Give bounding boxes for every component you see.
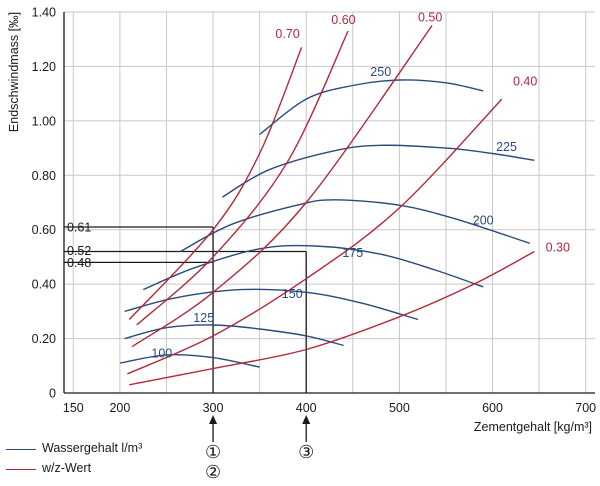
water-curve-225 xyxy=(222,144,535,198)
wc-curve-0.70 xyxy=(128,47,303,320)
x-tick-label: 150 xyxy=(63,401,84,415)
x-tick-label: 300 xyxy=(203,401,224,415)
water-curve-250 xyxy=(259,79,484,136)
grid xyxy=(64,11,595,393)
x-tick-label: 700 xyxy=(575,401,596,415)
water-curve-100 xyxy=(119,353,260,368)
axes xyxy=(63,12,595,394)
arrow-300-head xyxy=(209,415,218,424)
wc-curve-label: 0.40 xyxy=(513,74,537,88)
markers: ①② ③ xyxy=(205,415,314,482)
reference-value-label: 0.61 xyxy=(67,220,91,234)
wc-curve-0.30 xyxy=(129,250,535,386)
water-curve-125 xyxy=(124,324,344,347)
water-curve-200 xyxy=(180,199,531,253)
wc-curve-0.50 xyxy=(131,25,433,348)
x-tick-label: 500 xyxy=(389,401,410,415)
wc-curve-0.40 xyxy=(127,98,503,375)
wc-curve-label: 0.70 xyxy=(275,27,299,41)
reference-value-label: 0.48 xyxy=(67,256,91,270)
y-tick-label: 0.20 xyxy=(32,332,56,346)
y-tick-label: 0.80 xyxy=(32,169,56,183)
x-tick-label: 600 xyxy=(482,401,503,415)
water-curve-label: 125 xyxy=(193,311,214,325)
water-curve-label: 150 xyxy=(282,287,303,301)
y-tick-label: 0.60 xyxy=(32,223,56,237)
marker-label: ③ xyxy=(298,442,314,462)
y-axis-title: Endschwindmass [‰] xyxy=(7,12,21,132)
y-tick-label: 0.40 xyxy=(32,278,56,292)
reference-value-label: 0.52 xyxy=(67,244,91,258)
y-tick-label: 0 xyxy=(49,387,56,401)
x-axis-title: Zementgehalt [kg/m³] xyxy=(474,420,592,434)
y-tick-label: 1.40 xyxy=(32,6,56,20)
x-tick-label: 200 xyxy=(109,401,130,415)
water-curve-label: 175 xyxy=(342,246,363,260)
y-tick-label: 1.20 xyxy=(32,60,56,74)
marker-label: ② xyxy=(205,462,221,482)
x-tick-label: 400 xyxy=(296,401,317,415)
legend-swatch-wc xyxy=(6,469,36,470)
water-curve-label: 100 xyxy=(151,347,172,361)
wc-ratio-curves xyxy=(127,25,535,386)
tick-labels: 150 200 300 400 500 600 700 0 0.20 0.40 0.60 0.80 1.… xyxy=(32,6,597,416)
curve-labels: 100 125 150 175 200 225 250 0.70 0.60 0.50 0.40 0.3… xyxy=(151,11,570,361)
water-curve-label: 225 xyxy=(496,140,517,154)
y-tick-label: 1.00 xyxy=(32,114,56,128)
legend-label-wc: w/z-Wert xyxy=(42,461,92,475)
wc-curve-label: 0.50 xyxy=(418,11,442,25)
legend-label-water: Wassergehalt l/m³ xyxy=(42,441,143,455)
wc-curve-0.60 xyxy=(136,30,349,326)
arrow-400-head xyxy=(302,415,311,424)
wc-curve-label: 0.30 xyxy=(546,240,570,254)
wc-curve-label: 0.60 xyxy=(331,13,355,27)
water-curve-label: 200 xyxy=(473,213,494,227)
water-curve-150 xyxy=(124,288,419,321)
marker-label: ① xyxy=(205,442,221,462)
legend-swatch-water xyxy=(6,449,36,450)
water-curve-175 xyxy=(142,244,484,291)
water-curve-label: 250 xyxy=(370,65,391,79)
reference-lines: 0.61 0.520.48 xyxy=(64,220,307,393)
